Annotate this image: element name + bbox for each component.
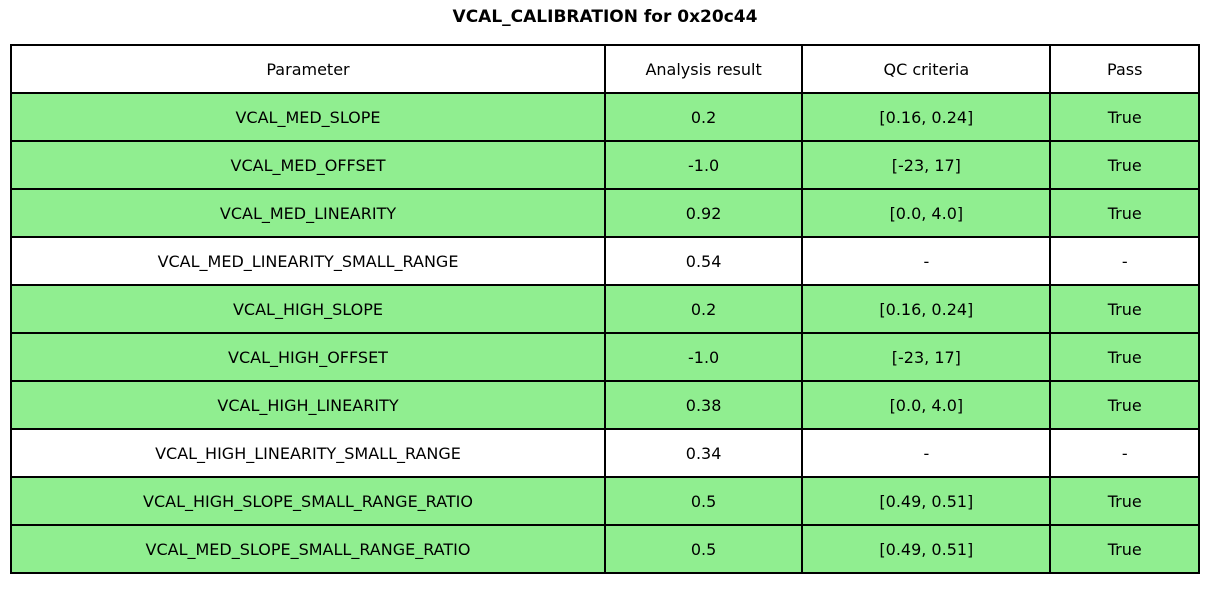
column-header-pass: Pass [1050, 45, 1199, 93]
cell-qc-criteria: [0.0, 4.0] [802, 381, 1051, 429]
cell-parameter: VCAL_MED_OFFSET [11, 141, 605, 189]
cell-parameter: VCAL_HIGH_SLOPE_SMALL_RANGE_RATIO [11, 477, 605, 525]
cell-pass: True [1050, 189, 1199, 237]
cell-parameter: VCAL_MED_SLOPE [11, 93, 605, 141]
cell-parameter: VCAL_MED_LINEARITY_SMALL_RANGE [11, 237, 605, 285]
table-header-row: Parameter Analysis result QC criteria Pa… [11, 45, 1199, 93]
cell-pass: - [1050, 429, 1199, 477]
cell-pass: True [1050, 477, 1199, 525]
column-header-qc-criteria: QC criteria [802, 45, 1051, 93]
qc-table: Parameter Analysis result QC criteria Pa… [10, 44, 1200, 574]
cell-qc-criteria: [0.49, 0.51] [802, 525, 1051, 573]
cell-parameter: VCAL_MED_LINEARITY [11, 189, 605, 237]
cell-analysis-result: 0.54 [605, 237, 803, 285]
cell-qc-criteria: [0.49, 0.51] [802, 477, 1051, 525]
cell-analysis-result: 0.2 [605, 93, 803, 141]
column-header-parameter: Parameter [11, 45, 605, 93]
cell-pass: True [1050, 333, 1199, 381]
cell-pass: True [1050, 285, 1199, 333]
table-row: VCAL_HIGH_SLOPE_SMALL_RANGE_RATIO 0.5 [0… [11, 477, 1199, 525]
cell-pass: True [1050, 93, 1199, 141]
cell-pass: True [1050, 525, 1199, 573]
cell-analysis-result: 0.2 [605, 285, 803, 333]
cell-analysis-result: 0.92 [605, 189, 803, 237]
table-row: VCAL_MED_LINEARITY 0.92 [0.0, 4.0] True [11, 189, 1199, 237]
table-row: VCAL_HIGH_SLOPE 0.2 [0.16, 0.24] True [11, 285, 1199, 333]
cell-qc-criteria: [-23, 17] [802, 141, 1051, 189]
cell-pass: - [1050, 237, 1199, 285]
column-header-analysis-result: Analysis result [605, 45, 803, 93]
table-body: VCAL_MED_SLOPE 0.2 [0.16, 0.24] True VCA… [11, 93, 1199, 573]
cell-analysis-result: 0.34 [605, 429, 803, 477]
cell-analysis-result: 0.38 [605, 381, 803, 429]
table-row: VCAL_MED_LINEARITY_SMALL_RANGE 0.54 - - [11, 237, 1199, 285]
table-row: VCAL_HIGH_LINEARITY_SMALL_RANGE 0.34 - - [11, 429, 1199, 477]
cell-analysis-result: 0.5 [605, 525, 803, 573]
cell-pass: True [1050, 141, 1199, 189]
cell-qc-criteria: [-23, 17] [802, 333, 1051, 381]
table-row: VCAL_MED_SLOPE_SMALL_RANGE_RATIO 0.5 [0.… [11, 525, 1199, 573]
cell-qc-criteria: [0.16, 0.24] [802, 93, 1051, 141]
cell-parameter: VCAL_HIGH_LINEARITY [11, 381, 605, 429]
cell-parameter: VCAL_HIGH_LINEARITY_SMALL_RANGE [11, 429, 605, 477]
cell-pass: True [1050, 381, 1199, 429]
cell-analysis-result: -1.0 [605, 141, 803, 189]
cell-analysis-result: 0.5 [605, 477, 803, 525]
cell-parameter: VCAL_HIGH_SLOPE [11, 285, 605, 333]
cell-qc-criteria: [0.0, 4.0] [802, 189, 1051, 237]
cell-parameter: VCAL_HIGH_OFFSET [11, 333, 605, 381]
cell-qc-criteria: - [802, 429, 1051, 477]
table-row: VCAL_HIGH_OFFSET -1.0 [-23, 17] True [11, 333, 1199, 381]
cell-parameter: VCAL_MED_SLOPE_SMALL_RANGE_RATIO [11, 525, 605, 573]
table-row: VCAL_MED_SLOPE 0.2 [0.16, 0.24] True [11, 93, 1199, 141]
page-title: VCAL_CALIBRATION for 0x20c44 [452, 7, 758, 27]
cell-analysis-result: -1.0 [605, 333, 803, 381]
cell-qc-criteria: [0.16, 0.24] [802, 285, 1051, 333]
table-row: VCAL_HIGH_LINEARITY 0.38 [0.0, 4.0] True [11, 381, 1199, 429]
cell-qc-criteria: - [802, 237, 1051, 285]
table-row: VCAL_MED_OFFSET -1.0 [-23, 17] True [11, 141, 1199, 189]
